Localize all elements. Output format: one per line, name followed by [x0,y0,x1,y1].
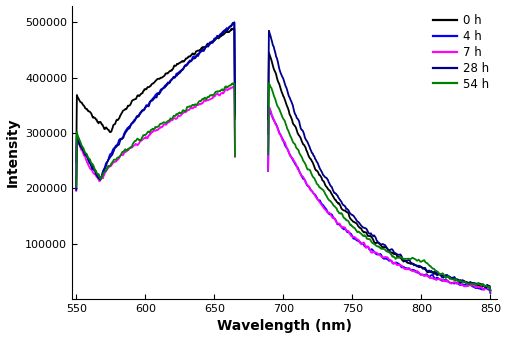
Legend: 0 h, 4 h, 7 h, 28 h, 54 h: 0 h, 4 h, 7 h, 28 h, 54 h [431,12,491,93]
X-axis label: Wavelength (nm): Wavelength (nm) [217,319,352,334]
Y-axis label: Intensity: Intensity [6,118,20,187]
